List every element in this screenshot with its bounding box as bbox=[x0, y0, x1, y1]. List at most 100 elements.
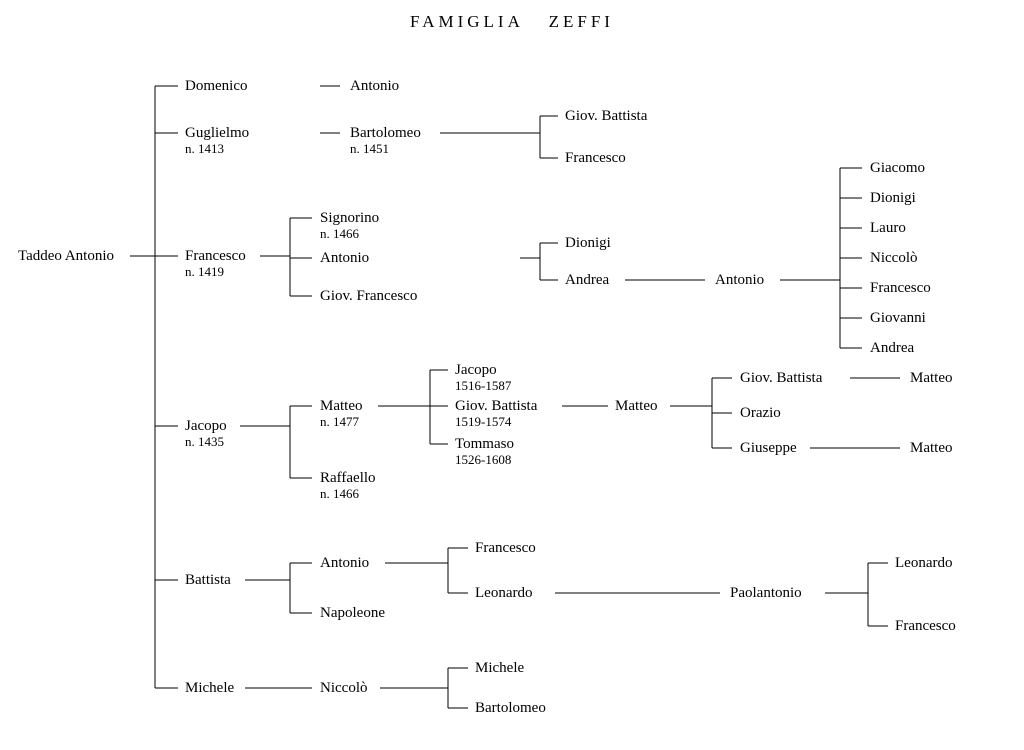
label: Antonio bbox=[350, 78, 399, 94]
label: Antonio bbox=[320, 555, 369, 571]
node-a-andrea: Andrea bbox=[870, 340, 914, 357]
label: Jacopo bbox=[185, 418, 227, 434]
connectors bbox=[0, 0, 1024, 750]
node-mg-giuseppe: Giuseppe bbox=[740, 440, 797, 457]
label: Giov. Battista bbox=[740, 370, 822, 386]
node-fa-andrea: Andrea bbox=[565, 272, 609, 289]
label: Francesco bbox=[565, 150, 626, 166]
node-fa-dion: Dionigi bbox=[565, 235, 611, 252]
label: Andrea bbox=[565, 272, 609, 288]
node-michele: Michele bbox=[185, 680, 234, 697]
sublabel: 1519-1574 bbox=[455, 415, 537, 429]
node-a-giacomo: Giacomo bbox=[870, 160, 925, 177]
label: Giov. Battista bbox=[455, 398, 537, 414]
label: Francesco bbox=[895, 618, 956, 634]
label: Michele bbox=[475, 660, 524, 676]
node-f-gf: Giov. Francesco bbox=[320, 288, 417, 305]
title-word-2: ZEFFI bbox=[549, 12, 614, 31]
label: Leonardo bbox=[475, 585, 532, 601]
label: Raffaello bbox=[320, 470, 376, 486]
node-jacopo1: Jacopo n. 1435 bbox=[185, 418, 227, 449]
label: Francesco bbox=[185, 248, 246, 264]
node-g-bart: Bartolomeo n. 1451 bbox=[350, 125, 421, 156]
label: Giov. Francesco bbox=[320, 288, 417, 304]
node-m-giovb: Giov. Battista 1519-1574 bbox=[455, 398, 537, 429]
sublabel: n. 1413 bbox=[185, 142, 249, 156]
label: Giuseppe bbox=[740, 440, 797, 456]
label: Francesco bbox=[870, 280, 931, 296]
node-mg-matteo2: Matteo bbox=[910, 370, 953, 387]
node-mi-nic: Niccolò bbox=[320, 680, 367, 697]
node-mg-matteo3: Matteo bbox=[910, 440, 953, 457]
node-a-lauro: Lauro bbox=[870, 220, 906, 237]
label: Giovanni bbox=[870, 310, 926, 326]
node-a-dionigi: Dionigi bbox=[870, 190, 916, 207]
node-a-niccolo: Niccolò bbox=[870, 250, 917, 267]
node-fa-antonio2: Antonio bbox=[715, 272, 764, 289]
node-n-mich: Michele bbox=[475, 660, 524, 677]
node-j-raff: Raffaello n. 1466 bbox=[320, 470, 376, 501]
node-m-jacopo: Jacopo 1516-1587 bbox=[455, 362, 511, 393]
node-battista: Battista bbox=[185, 572, 231, 589]
node-p-leon: Leonardo bbox=[895, 555, 952, 572]
label: Guglielmo bbox=[185, 125, 249, 141]
node-gb-giovb: Giov. Battista bbox=[565, 108, 647, 125]
label: Leonardo bbox=[895, 555, 952, 571]
node-n-bart: Bartolomeo bbox=[475, 700, 546, 717]
label: Dionigi bbox=[870, 190, 916, 206]
label: Orazio bbox=[740, 405, 781, 421]
label: Domenico bbox=[185, 78, 247, 94]
title-word-1: FAMIGLIA bbox=[410, 12, 524, 31]
node-ba-paol: Paolantonio bbox=[730, 585, 802, 602]
node-francesco1: Francesco n. 1419 bbox=[185, 248, 246, 279]
label: Antonio bbox=[715, 272, 764, 288]
label: Lauro bbox=[870, 220, 906, 236]
node-b-antonio: Antonio bbox=[320, 555, 369, 572]
node-mg-matteo: Matteo bbox=[615, 398, 658, 415]
node-root: Taddeo Antonio bbox=[18, 248, 114, 265]
node-a-francesco: Francesco bbox=[870, 280, 931, 297]
label: Francesco bbox=[475, 540, 536, 556]
node-ba-leon: Leonardo bbox=[475, 585, 532, 602]
node-guglielmo: Guglielmo n. 1413 bbox=[185, 125, 249, 156]
label: Niccolò bbox=[870, 250, 917, 266]
node-j-matteo: Matteo n. 1477 bbox=[320, 398, 363, 429]
node-a-giovanni: Giovanni bbox=[870, 310, 926, 327]
label: Jacopo bbox=[455, 362, 497, 378]
sublabel: n. 1419 bbox=[185, 265, 246, 279]
node-mg-giovb: Giov. Battista bbox=[740, 370, 822, 387]
sublabel: n. 1477 bbox=[320, 415, 363, 429]
label: Bartolomeo bbox=[350, 125, 421, 141]
page-title: FAMIGLIA ZEFFI bbox=[0, 12, 1024, 32]
label: Dionigi bbox=[565, 235, 611, 251]
sublabel: n. 1466 bbox=[320, 487, 376, 501]
sublabel: 1516-1587 bbox=[455, 379, 511, 393]
sublabel: n. 1435 bbox=[185, 435, 227, 449]
label: Taddeo Antonio bbox=[18, 248, 114, 264]
label: Antonio bbox=[320, 250, 369, 266]
node-domenico: Domenico bbox=[185, 78, 247, 95]
label: Battista bbox=[185, 572, 231, 588]
sublabel: 1526-1608 bbox=[455, 453, 514, 467]
node-f-sign: Signorino n. 1466 bbox=[320, 210, 379, 241]
sublabel: n. 1451 bbox=[350, 142, 421, 156]
label: Giacomo bbox=[870, 160, 925, 176]
label: Paolantonio bbox=[730, 585, 802, 601]
node-m-tomm: Tommaso 1526-1608 bbox=[455, 436, 514, 467]
node-b-napol: Napoleone bbox=[320, 605, 385, 622]
label: Andrea bbox=[870, 340, 914, 356]
label: Tommaso bbox=[455, 436, 514, 452]
label: Giov. Battista bbox=[565, 108, 647, 124]
node-ba-franc: Francesco bbox=[475, 540, 536, 557]
label: Matteo bbox=[910, 370, 953, 386]
label: Napoleone bbox=[320, 605, 385, 621]
node-g-antonio: Antonio bbox=[350, 78, 399, 95]
label: Bartolomeo bbox=[475, 700, 546, 716]
label: Matteo bbox=[615, 398, 658, 414]
label: Matteo bbox=[320, 398, 363, 414]
node-mg-orazio: Orazio bbox=[740, 405, 781, 422]
sublabel: n. 1466 bbox=[320, 227, 379, 241]
label: Niccolò bbox=[320, 680, 367, 696]
label: Signorino bbox=[320, 210, 379, 226]
label: Michele bbox=[185, 680, 234, 696]
